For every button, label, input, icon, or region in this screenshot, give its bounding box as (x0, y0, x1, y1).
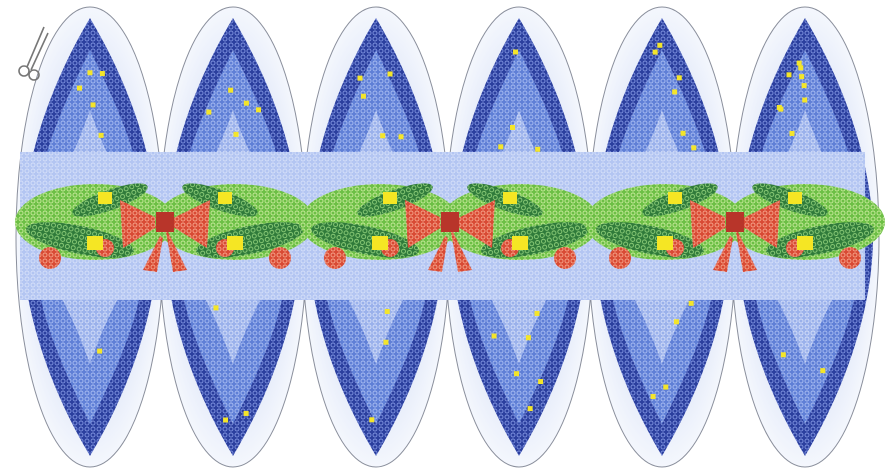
berry (324, 247, 346, 269)
star-bead (509, 124, 515, 130)
star-bead (498, 144, 504, 150)
bow-knot (726, 212, 744, 232)
star-bead (360, 93, 366, 99)
bow-loop (450, 200, 495, 248)
star-bead (534, 310, 540, 316)
star-bead (97, 348, 103, 354)
star-bead (538, 379, 544, 385)
bow-tail (428, 226, 450, 272)
berry (609, 247, 631, 269)
star-bead (820, 368, 826, 374)
star-bead (535, 146, 541, 152)
star-bead (357, 75, 363, 81)
bow-knot (156, 212, 174, 232)
star-bead (98, 132, 104, 138)
scissors-icon (18, 26, 49, 81)
star-bead (514, 371, 520, 377)
star-bead (650, 394, 656, 400)
star-bead (796, 60, 802, 66)
yellow-bead (657, 236, 673, 250)
bow-tail (735, 226, 757, 272)
yellow-bead (512, 236, 528, 250)
star-bead (387, 71, 393, 77)
star-bead (76, 85, 82, 91)
yellow-bead (227, 236, 243, 250)
star-bead (527, 406, 533, 412)
star-bead (90, 102, 96, 108)
star-bead (652, 49, 658, 55)
berry (39, 247, 61, 269)
bow-tail (143, 226, 165, 272)
star-bead (657, 42, 663, 48)
yellow-bead (218, 192, 232, 204)
star-bead (383, 339, 389, 345)
star-bead (691, 145, 697, 151)
bow-tail (165, 226, 187, 272)
star-bead (380, 133, 386, 139)
yellow-bead (87, 236, 103, 250)
star-bead (780, 352, 786, 358)
bow-loop (735, 200, 780, 248)
star-bead (87, 70, 93, 76)
star-bead (776, 105, 782, 111)
berry (839, 247, 861, 269)
star-bead (99, 71, 105, 77)
star-bead (680, 130, 686, 136)
star-bead (786, 72, 792, 78)
star-bead (398, 134, 404, 140)
star-bead (672, 89, 678, 95)
bow-tail (450, 226, 472, 272)
yellow-bead (503, 192, 517, 204)
yellow-bead (668, 192, 682, 204)
star-bead (799, 74, 805, 80)
bow-loop (120, 200, 165, 248)
star-bead (243, 100, 249, 106)
star-bead (384, 308, 390, 314)
yellow-bead (788, 192, 802, 204)
bow-knot (441, 212, 459, 232)
star-bead (663, 384, 669, 390)
decoration (15, 183, 885, 272)
bow-loop (405, 200, 450, 248)
star-bead (228, 87, 234, 93)
yellow-bead (98, 192, 112, 204)
berry (269, 247, 291, 269)
star-bead (243, 410, 249, 416)
star-bead (789, 130, 795, 136)
star-bead (233, 131, 239, 137)
star-bead (673, 319, 679, 325)
star-bead (802, 97, 808, 103)
star-bead (513, 49, 519, 55)
yellow-bead (383, 192, 397, 204)
star-bead (256, 107, 262, 113)
star-bead (206, 109, 212, 115)
star-bead (798, 65, 804, 71)
star-bead (369, 417, 375, 423)
star-bead (688, 300, 694, 306)
star-bead (525, 335, 531, 341)
bow-tail (713, 226, 735, 272)
star-bead (223, 417, 229, 423)
star-bead (676, 75, 682, 81)
star-bead (491, 333, 497, 339)
star-bead (213, 305, 219, 311)
bow-loop (165, 200, 210, 248)
yellow-bead (372, 236, 388, 250)
yellow-bead (797, 236, 813, 250)
bow-loop (690, 200, 735, 248)
berry (554, 247, 576, 269)
star-bead (801, 83, 807, 89)
